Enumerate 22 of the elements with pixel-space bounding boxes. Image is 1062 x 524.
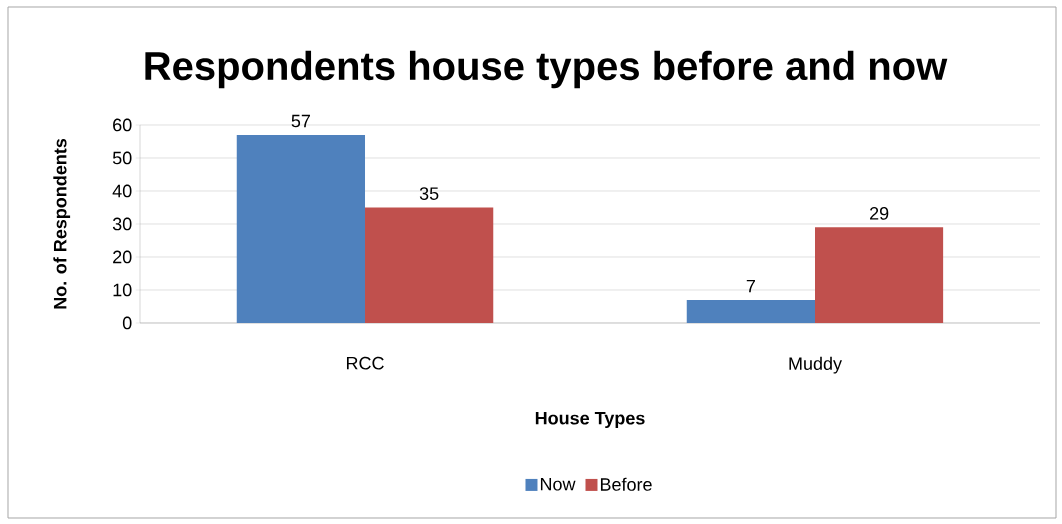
y-tick-label: 60 — [113, 118, 132, 132]
legend-label: Now — [540, 477, 576, 491]
chart-title: Respondents house types before and now — [145, 50, 948, 89]
x-tick-label: RCC — [346, 356, 384, 370]
bar — [365, 207, 494, 323]
y-tick-label: 0 — [122, 316, 132, 330]
y-axis-title: No. of Respondents — [53, 138, 71, 309]
y-tick-label: 40 — [112, 184, 132, 198]
data-label: 7 — [746, 279, 755, 293]
y-tick-label: 10 — [113, 283, 132, 297]
data-label: 35 — [419, 187, 439, 200]
x-axis-title: House Types — [535, 411, 645, 429]
x-tick-label: Muddy — [789, 356, 842, 374]
data-label: 57 — [291, 114, 310, 128]
bar — [686, 299, 815, 323]
legend-label: Before — [600, 477, 652, 491]
y-tick-label: 30 — [112, 217, 132, 231]
y-tick-label: 20 — [113, 250, 132, 264]
data-label: 29 — [870, 207, 889, 220]
bar — [815, 227, 944, 323]
bar — [236, 134, 366, 323]
y-tick-label: 50 — [112, 151, 132, 165]
